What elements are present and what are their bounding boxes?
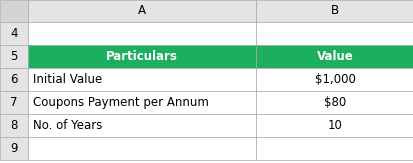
Bar xyxy=(255,22,413,45)
Bar xyxy=(28,91,255,114)
Bar xyxy=(28,114,255,137)
Bar xyxy=(255,137,413,160)
Bar xyxy=(255,45,413,68)
Bar xyxy=(28,68,255,91)
Bar xyxy=(0,22,28,45)
Bar xyxy=(0,68,28,91)
Bar xyxy=(28,22,255,45)
Bar xyxy=(255,114,413,137)
Text: 10: 10 xyxy=(327,119,342,132)
Bar xyxy=(28,137,255,160)
Text: No. of Years: No. of Years xyxy=(33,119,102,132)
Bar xyxy=(255,91,413,114)
Text: 8: 8 xyxy=(10,119,18,132)
Text: 6: 6 xyxy=(10,73,18,86)
Text: Particulars: Particulars xyxy=(106,50,178,63)
Bar xyxy=(0,137,28,160)
Bar xyxy=(255,0,413,22)
Text: B: B xyxy=(330,5,338,17)
Bar xyxy=(0,91,28,114)
Text: A: A xyxy=(138,5,146,17)
Text: 5: 5 xyxy=(10,50,18,63)
Text: 4: 4 xyxy=(10,27,18,40)
Text: Coupons Payment per Annum: Coupons Payment per Annum xyxy=(33,96,209,109)
Text: $1,000: $1,000 xyxy=(314,73,355,86)
Text: Value: Value xyxy=(316,50,353,63)
Bar xyxy=(0,45,28,68)
Text: 7: 7 xyxy=(10,96,18,109)
Bar xyxy=(28,45,255,68)
Text: 9: 9 xyxy=(10,142,18,155)
Text: $80: $80 xyxy=(323,96,345,109)
Text: Initial Value: Initial Value xyxy=(33,73,102,86)
Bar xyxy=(0,114,28,137)
Bar xyxy=(28,0,255,22)
Bar xyxy=(255,68,413,91)
Bar xyxy=(0,0,28,22)
